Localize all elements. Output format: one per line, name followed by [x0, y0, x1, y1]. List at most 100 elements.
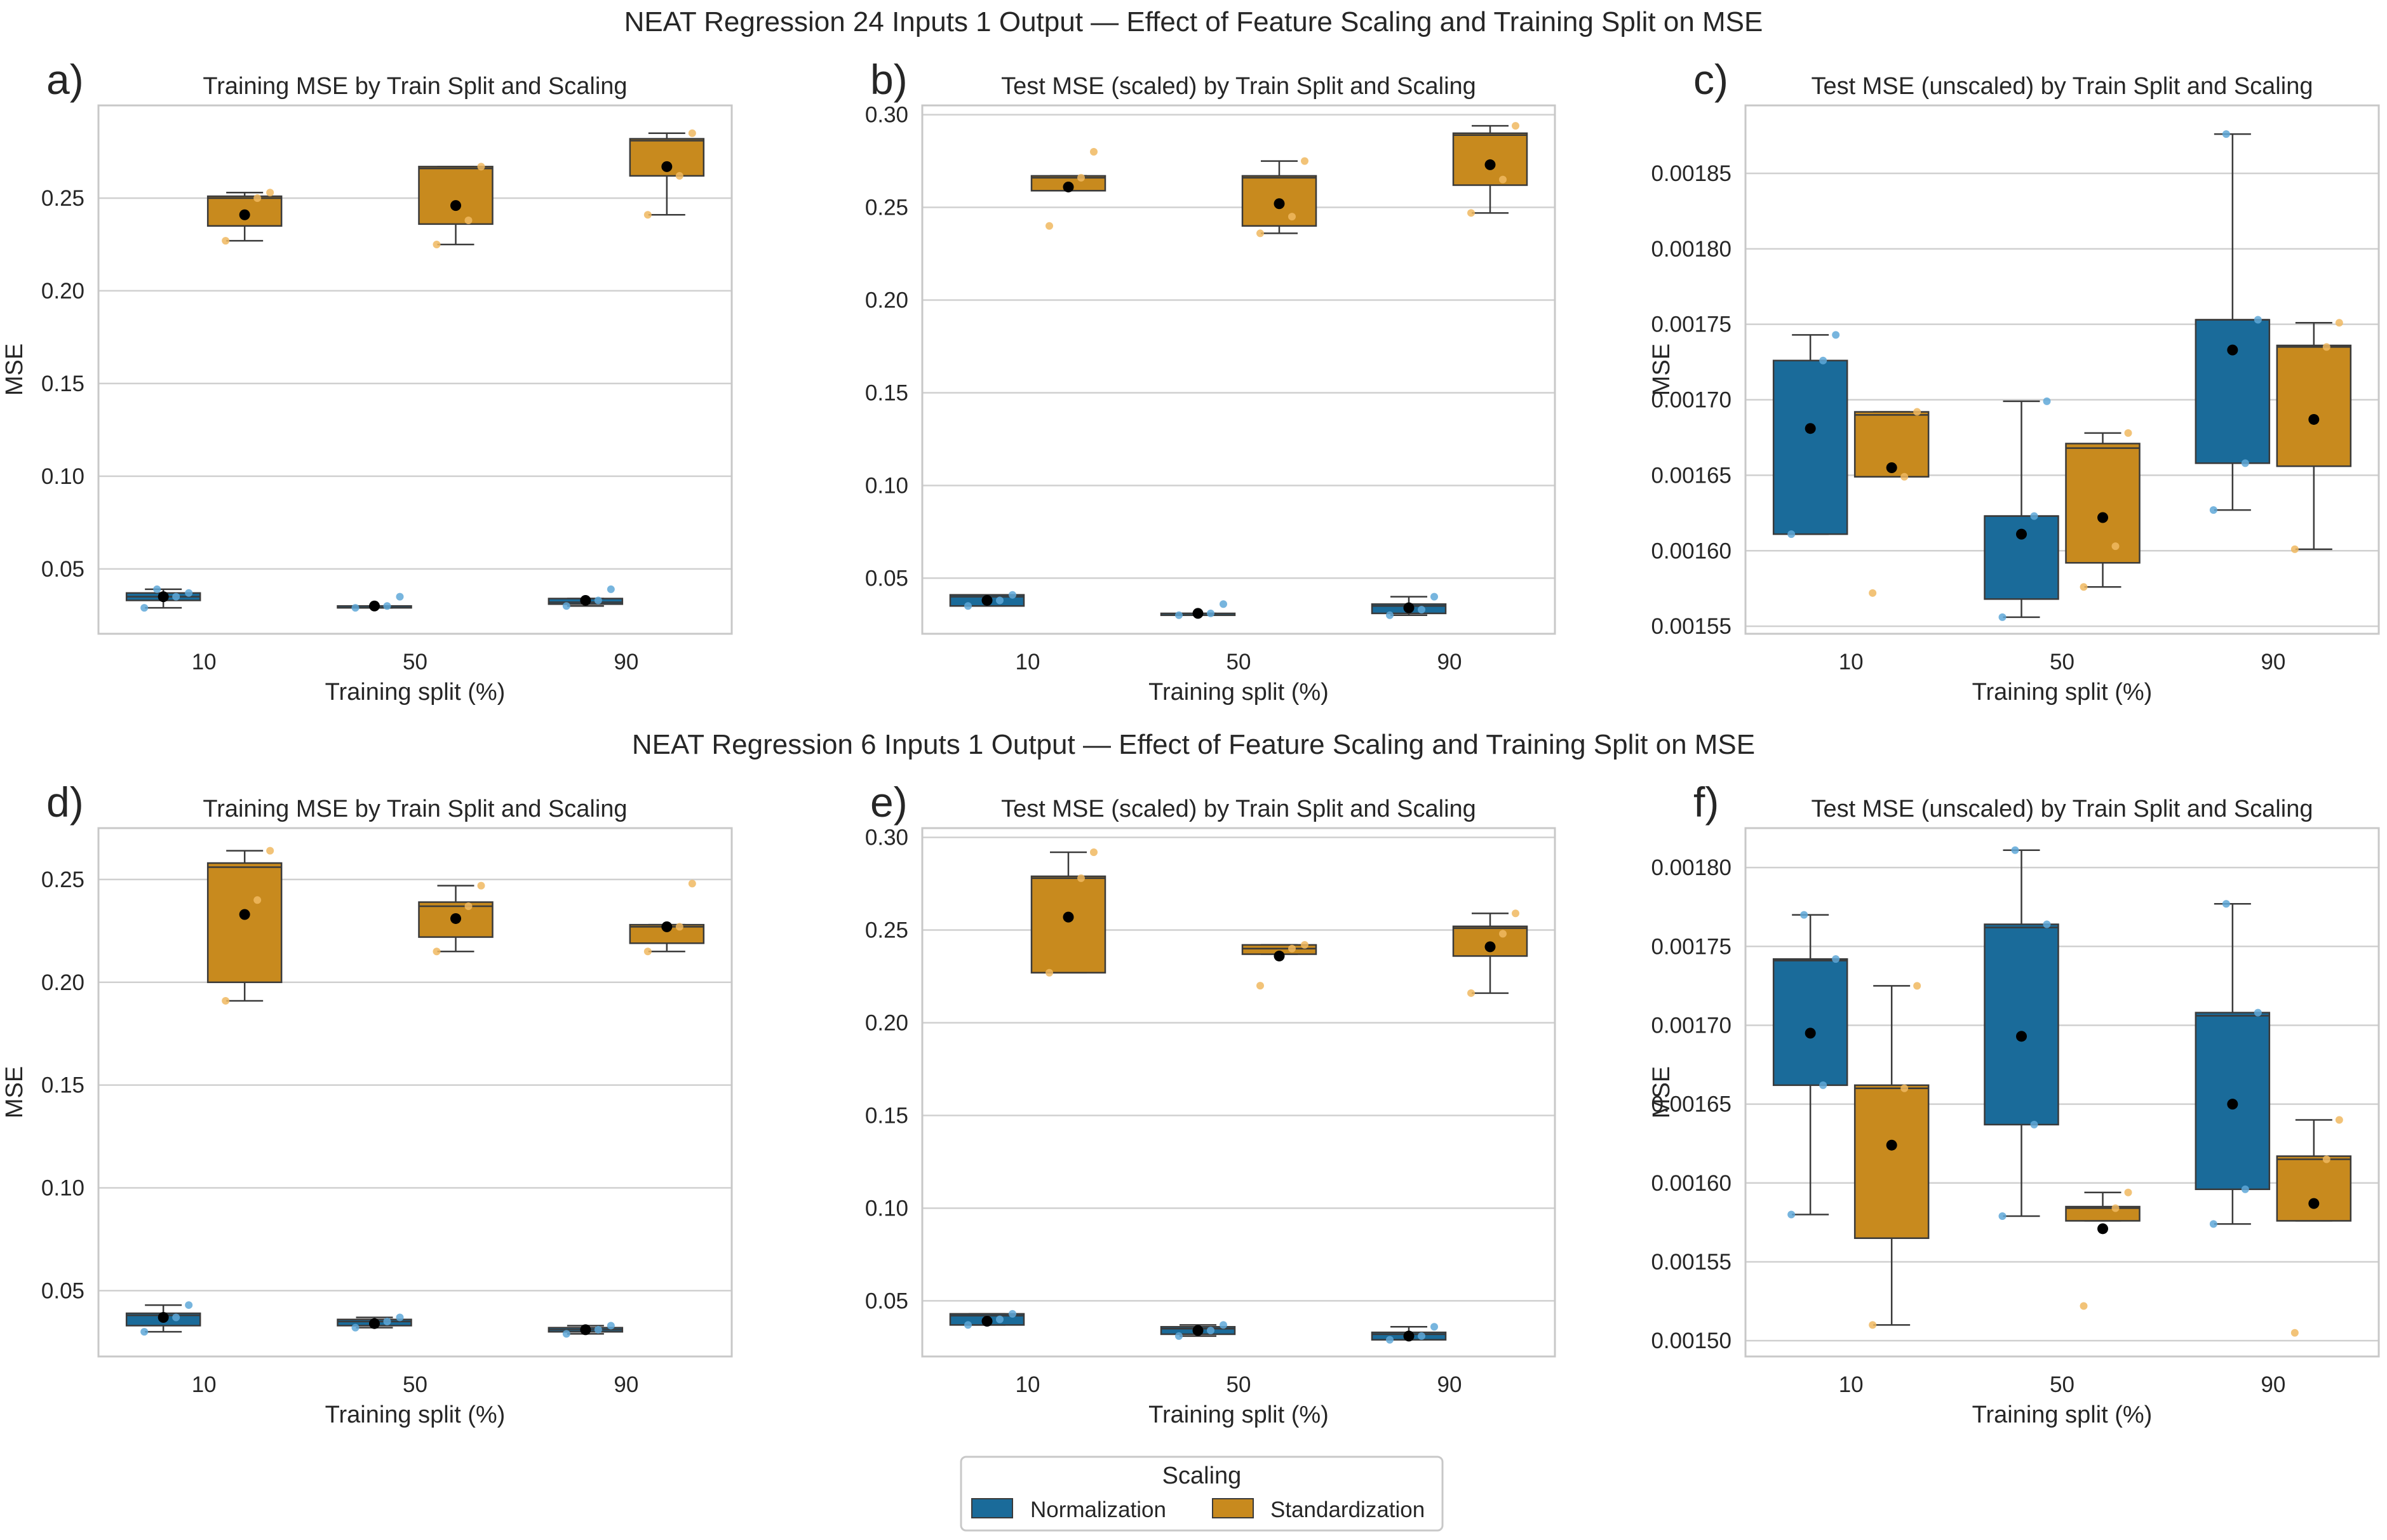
x-tick-label: 50: [1227, 1372, 1251, 1397]
mean-marker: [580, 594, 591, 606]
data-point: [607, 1322, 615, 1330]
data-point: [253, 896, 262, 904]
x-axis-label: Training split (%): [1148, 1402, 1329, 1428]
mean-marker: [2227, 1099, 2238, 1110]
y-tick-label: 0.00165: [1651, 1092, 1731, 1117]
data-point: [383, 602, 391, 610]
x-tick-label: 90: [614, 650, 638, 674]
axes-frame: [1744, 104, 2380, 635]
legend-label-standardization: Standardization: [1270, 1497, 1425, 1522]
panel-b: 0.05 0.10 0.15 0.20 0.25 0.30 10 50 90 Test MSE (…: [865, 56, 1556, 706]
data-point: [1913, 982, 1921, 990]
data-point: [1869, 589, 1877, 597]
y-tick-label: 0.20: [41, 279, 84, 304]
y-tick-label: 0.30: [865, 826, 908, 850]
y-tick-label: 0.05: [865, 1289, 908, 1313]
y-tick-label: 0.00180: [1651, 237, 1731, 262]
data-point: [562, 602, 570, 610]
data-point: [996, 1315, 1004, 1323]
data-point: [2335, 1116, 2343, 1124]
data-point: [2254, 316, 2262, 324]
data-point: [2111, 542, 2120, 551]
box-standardization-10: [1030, 848, 1106, 977]
x-tick-label: 50: [2050, 1372, 2074, 1397]
data-point: [464, 902, 473, 911]
box-standardization-50: [2065, 429, 2141, 591]
panel-e: 0.05 0.10 0.15 0.20 0.25 0.30 10 50 90 Test MSE (…: [865, 779, 1556, 1428]
data-point: [2124, 429, 2132, 437]
data-point: [464, 216, 473, 224]
data-point: [1430, 593, 1438, 601]
x-tick-label: 90: [1437, 650, 1462, 674]
y-tick-label: 0.10: [41, 464, 84, 489]
suptitle-bottom: NEAT Regression 6 Inputs 1 Output — Effe…: [632, 729, 1755, 760]
data-point: [172, 593, 180, 601]
data-point: [351, 604, 360, 612]
mean-marker: [981, 594, 993, 606]
mean-marker: [369, 600, 380, 612]
box-normalization-50: [1984, 397, 2059, 621]
y-tick-label: 0.00185: [1651, 161, 1731, 186]
data-point: [1207, 609, 1214, 617]
data-point: [1256, 982, 1264, 990]
data-point: [2080, 583, 2088, 591]
y-tick-label: 0.25: [865, 196, 908, 220]
data-point: [2124, 1188, 2132, 1196]
y-tick-label: 0.25: [41, 186, 84, 211]
data-point: [1787, 1210, 1796, 1219]
data-point: [266, 189, 274, 197]
data-point: [2290, 545, 2299, 553]
panel-a: 0.05 0.10 0.15 0.20 0.25 10 50 90 Training MSE b…: [1, 56, 733, 706]
data-point: [562, 1330, 570, 1338]
axes-frame: [921, 827, 1556, 1358]
data-point: [1913, 408, 1921, 416]
box-iqr: [2195, 319, 2271, 464]
data-point: [1832, 331, 1840, 339]
panel-f: 0.00150 0.00155 0.00160 0.00165 0.00170 0.001…: [1648, 779, 2380, 1428]
x-tick-label: 90: [2261, 1372, 2285, 1397]
y-tick-label: 0.00150: [1651, 1329, 1731, 1353]
data-point: [266, 847, 274, 855]
mean-marker: [2308, 413, 2320, 425]
box-normalization-50: [1160, 1321, 1236, 1340]
box-normalization-90: [2195, 900, 2271, 1228]
box-normalization-90: [548, 1322, 624, 1338]
x-tick-label: 50: [403, 1372, 427, 1397]
data-point: [1090, 147, 1098, 156]
box-iqr: [2276, 1155, 2352, 1222]
panel-letter: d): [46, 779, 84, 826]
data-point: [996, 596, 1004, 605]
y-tick-label: 0.00165: [1651, 463, 1731, 488]
data-point: [1046, 222, 1053, 230]
box-standardization-50: [418, 163, 494, 248]
mean-marker: [981, 1316, 993, 1327]
y-axis-label: MSE: [1648, 1066, 1675, 1118]
mean-marker: [2016, 1031, 2027, 1042]
data-point: [2209, 506, 2217, 514]
mean-marker: [1274, 950, 1285, 961]
data-point: [172, 1313, 180, 1322]
data-point: [1386, 1336, 1394, 1344]
box-standardization-90: [1452, 909, 1528, 997]
data-point: [2043, 920, 2051, 928]
data-point: [1220, 1321, 1227, 1329]
y-tick-label: 0.00175: [1651, 312, 1731, 337]
panel-letter: f): [1693, 779, 1719, 826]
panel-title: Test MSE (unscaled) by Train Split and S…: [1812, 73, 2313, 100]
panels: 0.05 0.10 0.15 0.20 0.25 10 50 90 Training MSE b…: [1, 56, 2380, 1428]
data-point: [2322, 343, 2330, 351]
box-normalization-90: [1371, 593, 1447, 619]
data-point: [1512, 909, 1519, 918]
y-tick-label: 0.25: [865, 918, 908, 943]
mean-marker: [1063, 181, 1074, 192]
data-point: [396, 593, 404, 601]
panel-c: 0.00155 0.00160 0.00165 0.00170 0.00175 0.001…: [1648, 56, 2380, 706]
data-point: [433, 240, 441, 248]
data-point: [2011, 846, 2019, 854]
x-tick-label: 50: [2050, 650, 2074, 674]
data-point: [1288, 213, 1296, 221]
box-normalization-10: [1772, 331, 1848, 539]
mean-marker: [1805, 1028, 1816, 1039]
data-point: [1499, 930, 1507, 938]
